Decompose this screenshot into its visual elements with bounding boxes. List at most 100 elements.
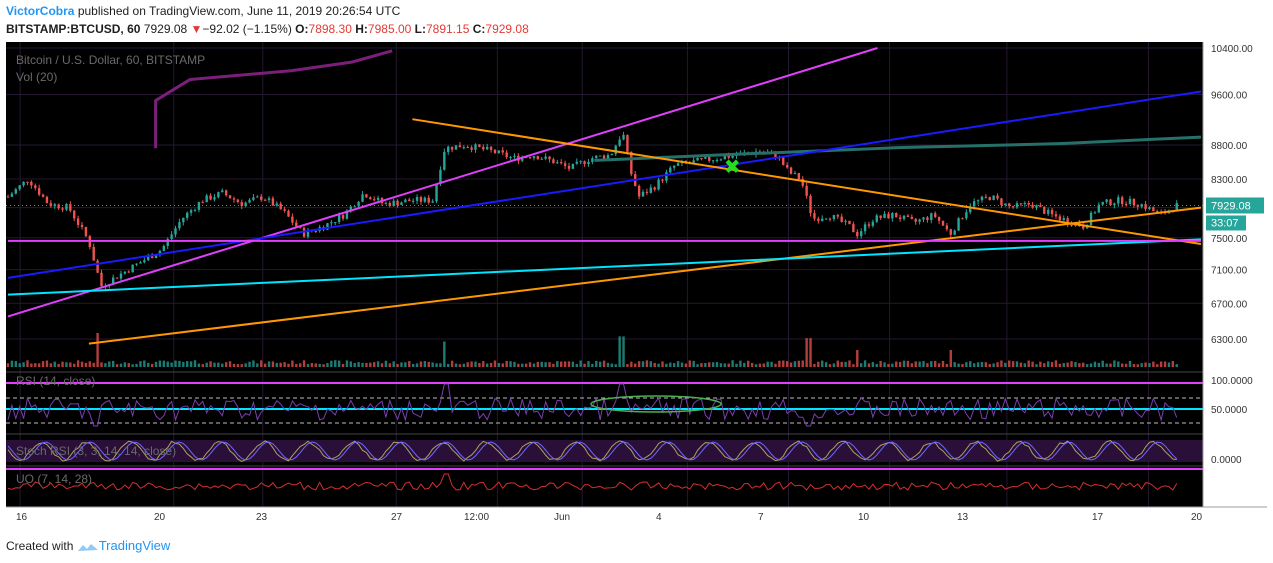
candle-body: [1039, 205, 1042, 207]
candle-body: [727, 155, 730, 158]
volume-bar: [844, 361, 847, 367]
time-axis[interactable]: 16 20 23 27 12:00 Jun 4 7 10 13 17 20: [6, 506, 1267, 527]
candle-body: [197, 202, 201, 210]
last-price: 7929.08: [143, 22, 188, 36]
candle-body: [988, 197, 991, 201]
time-tick-label: 17: [1092, 512, 1104, 523]
indicator-panes: RSI (14, close) Stoch RSI (3, 3, 14, 14, …: [6, 371, 1203, 491]
candle-body: [606, 155, 610, 159]
volume-bar: [1171, 361, 1175, 367]
volume-bar: [330, 360, 333, 367]
candle-body: [178, 222, 181, 229]
volume-bar: [513, 361, 516, 367]
volume-bar: [914, 361, 917, 367]
volume-bar: [544, 362, 547, 367]
candle-body: [817, 218, 820, 221]
volume-bar: [1136, 364, 1139, 367]
candle-body: [1070, 224, 1073, 226]
volume-bar: [209, 361, 212, 367]
volume-bar: [1113, 360, 1116, 367]
candle-body: [462, 147, 466, 149]
volume-bar: [88, 361, 92, 367]
candle-body: [1082, 226, 1085, 229]
volume-bar: [1097, 362, 1101, 367]
volume-bar: [1039, 361, 1042, 367]
footer: Created with TradingView: [6, 538, 170, 553]
close-label: C:: [472, 22, 486, 36]
candle-body: [14, 189, 17, 194]
volume-bar: [37, 363, 41, 367]
candle-body: [345, 210, 349, 219]
volume-bar: [883, 362, 886, 367]
volume-bar: [174, 360, 177, 367]
volume-bar: [602, 360, 606, 367]
candle-body: [458, 145, 462, 148]
volume-bar: [1089, 363, 1093, 367]
candle-body: [528, 157, 532, 159]
candle-body: [548, 156, 551, 160]
candle-body: [1093, 212, 1097, 214]
volume-bar: [65, 362, 68, 367]
volume-bar: [84, 362, 88, 367]
candle-body: [933, 213, 937, 217]
volume-bar: [579, 360, 582, 367]
candle-body: [571, 163, 575, 169]
candle-body: [353, 206, 356, 208]
volume-bar: [267, 361, 271, 367]
candle-body: [1015, 203, 1019, 208]
volume-bar: [731, 360, 734, 367]
candle-body: [602, 155, 606, 159]
candle-body: [92, 246, 95, 261]
volume-label: Vol (20): [16, 70, 57, 84]
volume-bar: [388, 363, 391, 367]
volume-bar: [941, 360, 945, 367]
volume-bar: [665, 363, 668, 367]
volume-bar: [1046, 361, 1050, 367]
candle-body: [349, 206, 353, 211]
price-axis-bg: [1203, 42, 1267, 507]
ohlc-line: BITSTAMP:BTCUSD, 60 7929.08 ▼−92.02 (−1.…: [6, 22, 529, 36]
uo-line: [7, 473, 1178, 491]
volume-bar: [244, 363, 247, 367]
candle-body: [400, 202, 403, 205]
volume-bar: [630, 361, 633, 367]
volume-bar: [789, 362, 793, 367]
volume-bar: [100, 362, 103, 367]
candle-body: [945, 225, 949, 230]
volume-bar: [1175, 364, 1178, 367]
candle-body: [992, 195, 995, 201]
volume-bar: [770, 361, 773, 367]
volume-bar: [322, 364, 325, 367]
candle-body: [295, 222, 298, 227]
volume-bar: [1066, 362, 1069, 367]
candle-body: [369, 197, 372, 200]
candle-body: [326, 223, 329, 230]
volume-bar: [135, 363, 138, 367]
volume-bar: [657, 363, 660, 367]
volume-bar: [828, 364, 832, 367]
candle-body: [224, 190, 228, 196]
price-change: −92.02 (−1.15%): [202, 22, 292, 36]
volume-bar: [1144, 362, 1147, 367]
volume-bar: [57, 363, 60, 367]
candle-body: [474, 144, 477, 150]
candle-body: [61, 208, 64, 210]
volume-bar: [1062, 363, 1065, 367]
candle-body: [524, 157, 528, 159]
chart-canvas[interactable]: ✖ RSI (14, close) Stoch RSI (3, 3, 14, 14…: [6, 42, 1267, 527]
volume-bar: [750, 362, 754, 367]
candle-body: [119, 273, 123, 279]
candle-body: [972, 201, 976, 207]
candle-body: [1066, 218, 1069, 225]
tradingview-link[interactable]: TradingView: [98, 538, 171, 553]
volume-bar: [458, 364, 462, 367]
trend-lines[interactable]: ✖: [7, 47, 1202, 345]
price-axis[interactable]: 10400.009600.008800.008300.007900.007500…: [1202, 42, 1267, 507]
volume-bar: [567, 361, 571, 367]
created-with-label: Created with: [6, 539, 74, 553]
candle-body: [493, 149, 497, 153]
author-link[interactable]: VictorCobra: [6, 4, 75, 18]
candle-body: [334, 221, 337, 223]
candle-body: [544, 156, 547, 159]
trend-line: [7, 47, 878, 318]
